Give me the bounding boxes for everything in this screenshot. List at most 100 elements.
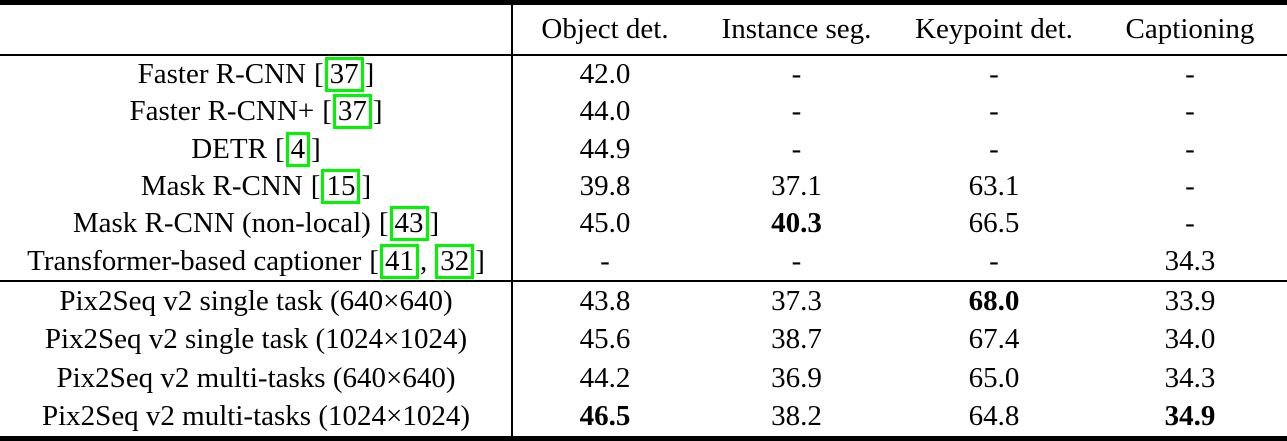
method-label: Transformer-based captioner	[27, 244, 362, 277]
value-cell: 66.5	[968, 207, 1020, 240]
close-bracket: ]	[311, 132, 321, 165]
top-rule	[0, 0, 1287, 5]
baseline-group: Faster R-CNN [37] 42.0 - - - Faster R-CN…	[0, 56, 1287, 280]
value-cell: -	[1185, 207, 1195, 240]
citation-separator: ,	[419, 244, 428, 277]
group-rule	[0, 280, 1287, 282]
value-cell: 68.0	[968, 284, 1020, 317]
citation-link[interactable]: 37	[324, 57, 364, 93]
value-cell: 43.8	[579, 284, 631, 317]
bottom-rule	[0, 436, 1287, 441]
method-cell: Transformer-based captioner [41, 32]	[0, 243, 512, 280]
table-row: Faster R-CNN [37] 42.0 - - -	[0, 56, 1287, 93]
citation-group: [37]	[314, 57, 375, 93]
value-cell: -	[989, 132, 999, 165]
open-bracket: [	[378, 207, 389, 240]
value-cell: 44.2	[579, 361, 631, 394]
value-cell: 37.1	[771, 170, 822, 203]
value-cell: -	[791, 132, 802, 165]
citation-link[interactable]: 37	[332, 94, 372, 130]
table-row: Mask R-CNN [15] 39.8 37.1 63.1 -	[0, 168, 1287, 205]
value-cell: -	[600, 244, 610, 277]
value-cell: 44.9	[579, 132, 631, 165]
open-bracket: [	[314, 58, 324, 91]
value-cell: -	[989, 244, 999, 277]
method-label: Mask R-CNN	[140, 170, 303, 203]
value-cell: 38.2	[771, 400, 822, 433]
header-captioning: Captioning	[1125, 13, 1255, 45]
table-row: Pix2Seq v2 multi-tasks (1024×1024) 46.5 …	[0, 398, 1287, 437]
method-cell: DETR [4]	[0, 131, 512, 168]
value-cell: 45.0	[579, 207, 631, 240]
header-rule	[0, 54, 1287, 56]
value-cell: 42.0	[579, 58, 631, 91]
close-bracket: ]	[475, 244, 485, 277]
header-keypoint-det: Keypoint det.	[915, 13, 1073, 45]
open-bracket: [	[274, 132, 285, 165]
value-cell: 34.0	[1164, 323, 1216, 356]
column-divider	[511, 5, 513, 436]
citation-group: [4]	[274, 131, 321, 167]
method-label: Mask R-CNN (non-local)	[72, 207, 371, 240]
method-cell: Pix2Seq v2 multi-tasks (1024×1024)	[0, 398, 512, 437]
header-method-cell	[0, 5, 512, 54]
close-bracket: ]	[364, 58, 375, 91]
open-bracket: [	[369, 244, 379, 277]
value-cell: -	[1185, 170, 1195, 203]
value-cell: 65.0	[968, 361, 1020, 394]
method-cell: Mask R-CNN [15]	[0, 168, 512, 205]
citation-link[interactable]: 41	[379, 243, 419, 279]
citation-link[interactable]: 15	[321, 169, 361, 205]
close-bracket: ]	[372, 95, 383, 128]
value-cell: 33.9	[1164, 284, 1216, 317]
table-row: Transformer-based captioner [41, 32] - - …	[0, 243, 1287, 280]
value-cell: 34.3	[1164, 361, 1216, 394]
citation-group: [43]	[378, 206, 440, 242]
value-cell: 64.8	[968, 400, 1020, 433]
value-cell: 44.0	[579, 95, 631, 128]
open-bracket: [	[322, 95, 332, 128]
value-cell: 37.3	[771, 284, 822, 317]
value-cell: -	[791, 58, 802, 91]
value-cell: -	[989, 95, 999, 128]
close-bracket: ]	[361, 170, 372, 203]
value-cell: 67.4	[968, 323, 1020, 356]
citation-link[interactable]: 4	[285, 131, 311, 167]
table-row: DETR [4] 44.9 - - -	[0, 131, 1287, 168]
citation-group: [41, 32]	[369, 243, 485, 279]
method-label: DETR	[191, 132, 267, 165]
value-cell: 34.3	[1164, 244, 1216, 277]
pix2seq-group: Pix2Seq v2 single task (640×640) 43.8 37…	[0, 282, 1287, 436]
method-label: Pix2Seq v2 single task (1024×1024)	[44, 323, 468, 356]
method-cell: Pix2Seq v2 single task (1024×1024)	[0, 321, 512, 360]
method-label: Pix2Seq v2 multi-tasks (1024×1024)	[42, 400, 470, 433]
value-cell: 34.9	[1164, 400, 1216, 433]
table-row: Faster R-CNN+ [37] 44.0 - - -	[0, 93, 1287, 130]
method-cell: Faster R-CNN [37]	[0, 56, 512, 93]
citation-group: [37]	[322, 94, 383, 130]
header-object-det: Object det.	[541, 13, 669, 45]
method-cell: Pix2Seq v2 single task (640×640)	[0, 282, 512, 321]
citation-link[interactable]: 32	[435, 243, 475, 279]
value-cell: -	[989, 58, 999, 91]
close-bracket: ]	[429, 207, 440, 240]
table-header-row: Object det. Instance seg. Keypoint det. …	[0, 5, 1287, 54]
value-cell: -	[791, 244, 802, 277]
method-label: Faster R-CNN+	[129, 95, 315, 128]
table-row: Mask R-CNN (non-local) [43] 45.0 40.3 66…	[0, 205, 1287, 242]
table-row: Pix2Seq v2 single task (640×640) 43.8 37…	[0, 282, 1287, 321]
header-instance-seg: Instance seg.	[721, 13, 872, 45]
value-cell: 36.9	[771, 361, 822, 394]
method-label: Pix2Seq v2 multi-tasks (640×640)	[56, 361, 456, 394]
value-cell: 38.7	[771, 323, 822, 356]
value-cell: 39.8	[579, 170, 631, 203]
method-cell: Pix2Seq v2 multi-tasks (640×640)	[0, 359, 512, 398]
citation-link[interactable]: 43	[389, 206, 429, 242]
citation-group: [15]	[311, 169, 372, 205]
method-cell: Faster R-CNN+ [37]	[0, 93, 512, 130]
value-cell: -	[791, 95, 802, 128]
table-row: Pix2Seq v2 multi-tasks (640×640) 44.2 36…	[0, 359, 1287, 398]
value-cell: 40.3	[771, 207, 822, 240]
value-cell: 45.6	[579, 323, 631, 356]
